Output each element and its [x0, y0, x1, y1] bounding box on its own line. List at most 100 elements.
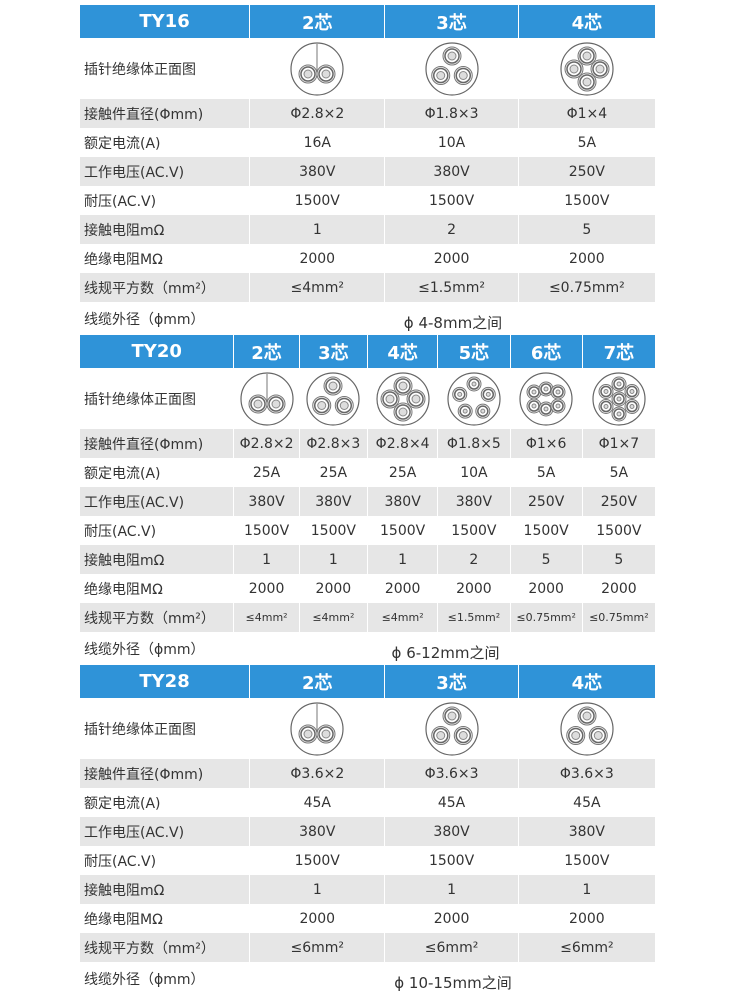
table-row-insulator-face: 插针绝缘体正面图 [80, 38, 655, 99]
table-cell: ≤0.75mm² [581, 603, 655, 632]
table-row-insulator-face: 插针绝缘体正面图 [80, 368, 655, 429]
table-cell: 1500V [517, 186, 655, 215]
table-cell: 1500V [367, 516, 437, 545]
table-row-cable-diameter: 线缆外径（ϕmm） ϕ 10-15mm之间 [80, 962, 655, 995]
table-cell: 5 [509, 545, 582, 574]
table-cell: 1500V [437, 516, 509, 545]
table-row: 接触电阻mΩ 1 2 5 [80, 215, 655, 244]
row-label: 额定电流(A) [84, 795, 161, 812]
connector-face-5pin-icon [447, 371, 501, 426]
table-row: 绝缘电阻MΩ 2000 2000 2000 [80, 244, 655, 273]
core-count-header: 3芯 [384, 5, 517, 38]
table-cell: ≤6mm² [517, 933, 655, 962]
table-cell: 1 [384, 875, 517, 904]
connector-face-2pin-icon [290, 701, 344, 756]
core-count-header: 3芯 [384, 665, 517, 698]
table-row: 额定电流(A) 16A 10A 5A [80, 128, 655, 157]
table-cell: 380V [233, 487, 298, 516]
connector-face-7pin-icon [592, 371, 646, 426]
table-cell: 2000 [249, 244, 384, 273]
table-row: 接触件直径(Φmm) Φ2.8×2 Φ2.8×3 Φ2.8×4 Φ1.8×5 Φ1×6 Φ1… [80, 429, 655, 458]
core-count-header: 5芯 [437, 335, 509, 368]
table-row: 绝缘电阻MΩ 2000 2000 2000 [80, 904, 655, 933]
insulator-image-cell [384, 38, 517, 99]
table-cell: 380V [249, 157, 384, 186]
spec-tables: TY16 2芯 3芯 4芯 插针绝缘体正面图 接触件直径(Φmm) Φ2.8×2 Φ1.8×3… [80, 5, 655, 995]
insulator-image-cell [384, 698, 517, 759]
table-cell: Φ3.6×3 [384, 759, 517, 788]
spec-section-ty20: TY20 2芯 3芯 4芯 5芯 6芯 7芯 插针绝缘体正面图 接触件直径(Φmm) Φ2.8×2… [80, 335, 655, 665]
connector-face-3pin-icon [424, 41, 479, 96]
table-cell: 2000 [517, 244, 655, 273]
connector-face-6pin-icon [519, 371, 573, 426]
core-count-header: 2芯 [249, 665, 384, 698]
core-count-header: 2芯 [249, 5, 384, 38]
connector-face-4pin-icon [560, 41, 614, 96]
table-cell: 380V [384, 817, 517, 846]
table-cell: 1500V [384, 186, 517, 215]
table-cell: 1 [517, 875, 655, 904]
insulator-image-cell [437, 368, 509, 429]
row-label: 插针绝缘体正面图 [84, 61, 196, 78]
core-count-header: 3芯 [298, 335, 367, 368]
table-cell: 16A [249, 128, 384, 157]
cable-diameter-value: ϕ 6-12mm之间 [235, 632, 655, 665]
table-cell: Φ1×7 [581, 429, 655, 458]
core-count-header: 4芯 [367, 335, 437, 368]
table-cell: ≤0.75mm² [517, 273, 655, 302]
table-cell: 380V [249, 817, 384, 846]
table-row: 耐压(AC.V) 1500V 1500V 1500V [80, 846, 655, 875]
table-cell: Φ1×4 [517, 99, 655, 128]
table-cell: ≤1.5mm² [437, 603, 509, 632]
table-cell: ≤4mm² [233, 603, 298, 632]
table-row: 接触件直径(Φmm) Φ3.6×2 Φ3.6×3 Φ3.6×3 [80, 759, 655, 788]
table-cell: 2000 [509, 574, 582, 603]
table-cell: 25A [298, 458, 367, 487]
cable-diameter-value: ϕ 10-15mm之间 [250, 962, 655, 995]
row-label: 额定电流(A) [84, 135, 161, 152]
table-row: 线规平方数（mm²） ≤4mm² ≤4mm² ≤4mm² ≤1.5mm² ≤0.75mm²… [80, 603, 655, 632]
table-cell: 1500V [249, 186, 384, 215]
table-cell: 1500V [298, 516, 367, 545]
row-label: 接触电阻mΩ [84, 552, 165, 569]
table-cell: 1500V [384, 846, 517, 875]
row-label: 线缆外径（ϕmm） [84, 311, 205, 328]
connector-face-4pin-icon [376, 371, 430, 426]
table-cell: 2000 [249, 904, 384, 933]
table-cell: Φ1×6 [509, 429, 582, 458]
table-cell: ≤0.75mm² [509, 603, 582, 632]
table-row: 接触电阻mΩ 1 1 1 [80, 875, 655, 904]
row-label: 接触电阻mΩ [84, 882, 165, 899]
table-row: 工作电压(AC.V) 380V 380V 250V [80, 157, 655, 186]
table-cell: ≤4mm² [249, 273, 384, 302]
insulator-image-cell [581, 368, 655, 429]
table-header: TY16 2芯 3芯 4芯 [80, 5, 655, 38]
table-cell: ≤4mm² [367, 603, 437, 632]
table-cell: 2000 [581, 574, 655, 603]
table-cell: 380V [367, 487, 437, 516]
table-cell: 45A [517, 788, 655, 817]
row-label: 插针绝缘体正面图 [84, 721, 196, 738]
insulator-image-cell [233, 368, 298, 429]
insulator-image-cell [249, 698, 384, 759]
row-label: 耐压(AC.V) [84, 853, 157, 870]
table-cell: 5A [517, 128, 655, 157]
row-label: 接触件直径(Φmm) [84, 766, 204, 783]
insulator-image-cell [509, 368, 582, 429]
table-cell: 1500V [581, 516, 655, 545]
connector-face-2pin-icon [290, 41, 344, 96]
table-cell: 45A [249, 788, 384, 817]
row-label: 绝缘电阻MΩ [84, 581, 163, 598]
table-row: 额定电流(A) 45A 45A 45A [80, 788, 655, 817]
row-label: 线规平方数（mm²） [84, 610, 215, 627]
insulator-image-cell [517, 698, 655, 759]
table-row: 耐压(AC.V) 1500V 1500V 1500V 1500V 1500V 1500V [80, 516, 655, 545]
table-row-insulator-face: 插针绝缘体正面图 [80, 698, 655, 759]
table-cell: 2 [437, 545, 509, 574]
table-cell: Φ2.8×2 [249, 99, 384, 128]
table-cell: 250V [517, 157, 655, 186]
table-cell: 2000 [298, 574, 367, 603]
table-cell: 2 [384, 215, 517, 244]
table-cell: 250V [509, 487, 582, 516]
row-label: 耐压(AC.V) [84, 193, 157, 210]
